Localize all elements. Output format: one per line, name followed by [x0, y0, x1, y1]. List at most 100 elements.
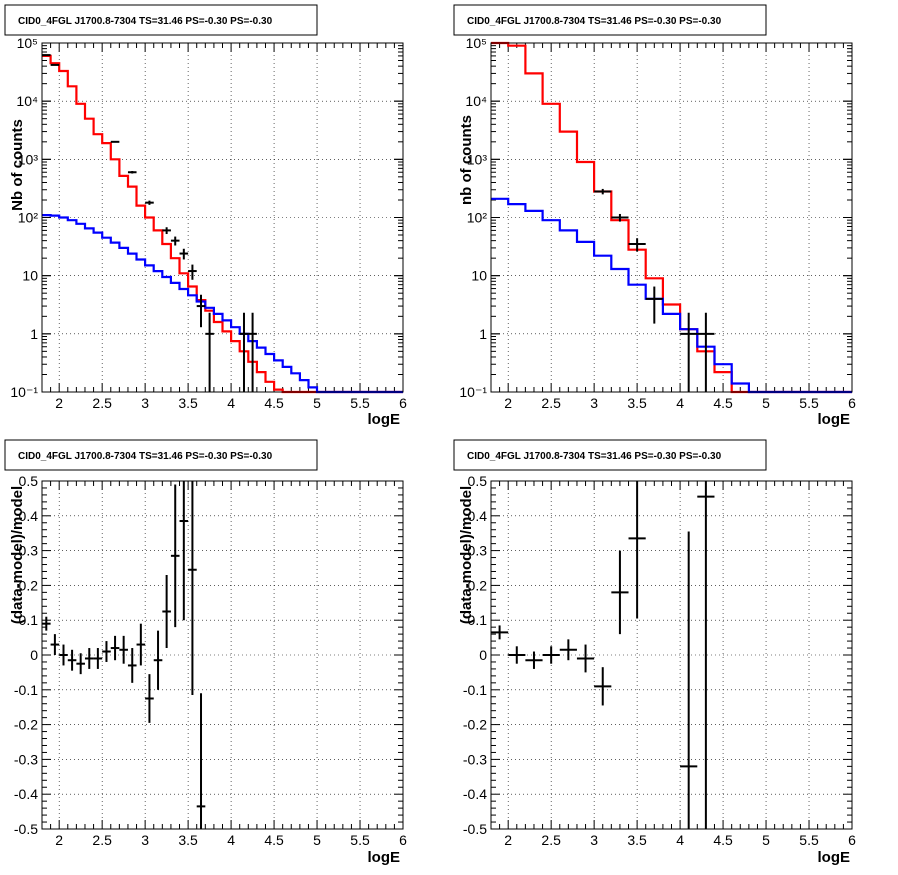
- y-tick-label: 10²: [18, 210, 39, 226]
- data-point: [119, 635, 128, 664]
- x-tick-label: 4: [676, 832, 684, 848]
- data-point: [628, 481, 646, 619]
- data-point: [697, 312, 715, 392]
- data-point: [67, 649, 77, 671]
- data-point: [127, 648, 137, 683]
- y-tick-label: 0.5: [468, 473, 488, 489]
- x-axis-label: logE: [368, 411, 401, 428]
- chart-title: CID0_4FGL J1700.8-7304 TS=31.46 PS=-0.30…: [467, 16, 722, 27]
- x-tick-label: 5: [313, 832, 321, 848]
- x-tick-label: 2: [55, 832, 63, 848]
- y-axis-label: (data-model)/model: [458, 486, 475, 624]
- data-point: [645, 286, 663, 324]
- data-point: [162, 227, 171, 235]
- data-point: [188, 481, 197, 696]
- x-tick-label: 3.5: [627, 832, 647, 848]
- x-tick-label: 5: [762, 395, 770, 411]
- data-point: [84, 648, 94, 669]
- y-tick-label: 0.4: [468, 508, 488, 524]
- histogram-series: [42, 214, 403, 394]
- y-tick-label: 0.2: [468, 577, 488, 593]
- x-tick-label: 3.5: [178, 832, 198, 848]
- data-point: [153, 630, 163, 690]
- data-point: [76, 653, 85, 675]
- data-point: [162, 574, 171, 649]
- y-tick-label: -0.1: [463, 682, 487, 698]
- y-tick-label: 0.3: [19, 543, 39, 559]
- title-box: [4, 439, 318, 471]
- data-point: [127, 171, 137, 174]
- panel-1: CID0_4FGL J1700.8-7304 TS=31.46 PS=-0.30…: [4, 4, 407, 428]
- x-tick-label: 2.5: [541, 395, 561, 411]
- y-tick-label: 10: [22, 268, 38, 284]
- data-point: [239, 312, 249, 392]
- x-tick-label: 2.5: [541, 832, 561, 848]
- y-tick-label: 10⁻¹: [459, 384, 487, 400]
- x-tick-label: 4.5: [713, 395, 733, 411]
- data-point: [42, 54, 51, 57]
- y-tick-label: -0.2: [463, 717, 487, 733]
- y-tick-label: 10⁵: [466, 35, 487, 51]
- data-point: [248, 312, 257, 392]
- x-tick-label: 5.5: [799, 832, 819, 848]
- y-axis-label: nb of counts: [458, 115, 475, 205]
- x-tick-label: 5: [313, 395, 321, 411]
- data-point: [50, 63, 60, 66]
- y-tick-label: -0.5: [14, 821, 38, 837]
- data-point: [196, 294, 206, 328]
- data-point: [491, 625, 509, 640]
- data-point: [110, 635, 120, 661]
- x-tick-label: 3: [590, 395, 598, 411]
- y-axis-label: (data-model)/model: [9, 486, 26, 624]
- chart-title: CID0_4FGL J1700.8-7304 TS=31.46 PS=-0.30…: [18, 451, 273, 462]
- y-tick-label: -0.4: [14, 786, 38, 802]
- data-point: [179, 248, 189, 260]
- x-tick-label: 3: [590, 832, 598, 848]
- data-point: [525, 651, 543, 669]
- x-tick-label: 3: [141, 832, 149, 848]
- data-point: [205, 312, 214, 392]
- data-point: [59, 644, 68, 666]
- plot-frame: [490, 480, 853, 830]
- y-tick-label: 0.1: [19, 612, 39, 628]
- data-point: [145, 200, 154, 205]
- plot-area: 2 2.5 3 3.5 4 4.5 5 5.5 6 10⁻¹ 1 10 10² 10³ 10⁴ 10⁵: [459, 35, 856, 411]
- x-tick-label: 2.5: [92, 395, 112, 411]
- data-point: [559, 639, 577, 661]
- y-tick-label: -0.4: [463, 786, 487, 802]
- data-point: [93, 648, 103, 669]
- y-tick-label: 0: [479, 647, 487, 663]
- title-box: [4, 4, 318, 36]
- x-tick-label: 5.5: [350, 832, 370, 848]
- x-tick-label: 2: [55, 395, 63, 411]
- y-tick-label: 10³: [467, 151, 488, 167]
- y-tick-label: 1: [30, 326, 38, 342]
- y-tick-label: -0.3: [14, 751, 38, 767]
- y-tick-label: 0.3: [468, 543, 488, 559]
- y-tick-label: -0.5: [463, 821, 487, 837]
- y-tick-label: 10²: [467, 210, 488, 226]
- y-tick-label: 10⁵: [17, 35, 38, 51]
- data-point: [594, 188, 612, 195]
- y-tick-label: 10: [471, 268, 487, 284]
- x-tick-label: 6: [848, 832, 856, 848]
- data-point: [680, 531, 698, 829]
- data-point: [102, 641, 111, 662]
- x-tick-label: 5: [762, 832, 770, 848]
- y-tick-label: 0.2: [19, 577, 39, 593]
- data-point: [697, 481, 715, 829]
- data-point: [50, 634, 60, 655]
- chart-title: CID0_4FGL J1700.8-7304 TS=31.46 PS=-0.30…: [18, 16, 273, 27]
- y-tick-label: 0: [30, 647, 38, 663]
- data-point: [611, 213, 629, 222]
- x-tick-label: 4: [676, 395, 684, 411]
- y-axis-label: Nb of counts: [9, 119, 26, 211]
- data-point: [110, 140, 120, 143]
- x-tick-label: 4.5: [713, 832, 733, 848]
- x-tick-label: 2: [504, 395, 512, 411]
- x-tick-label: 3.5: [178, 395, 198, 411]
- data-point: [42, 616, 51, 631]
- y-tick-label: -0.3: [463, 751, 487, 767]
- data-point: [179, 481, 189, 621]
- x-tick-label: 5.5: [350, 395, 370, 411]
